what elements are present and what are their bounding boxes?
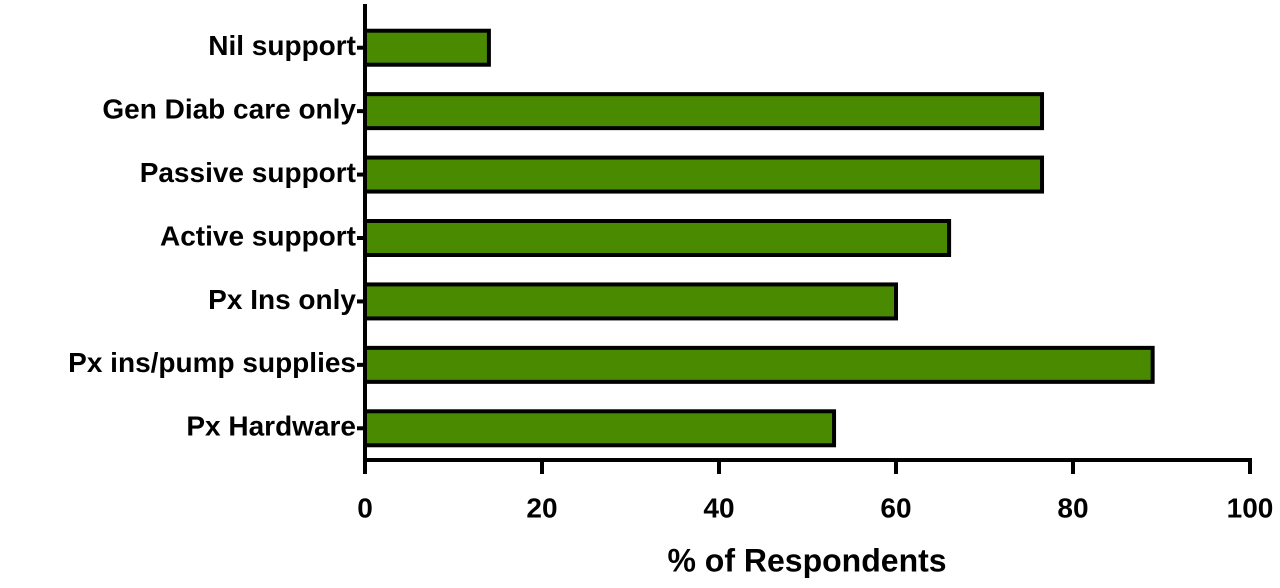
y-tick-label: Gen Diab care only (102, 94, 356, 125)
bar (363, 92, 1045, 131)
x-axis-title: % of Respondents (667, 542, 946, 578)
x-tick-label: 60 (880, 492, 911, 523)
y-tick-label: Passive support (140, 157, 356, 188)
bar (363, 219, 952, 257)
bar (363, 28, 491, 67)
y-tick-label: Active support (160, 220, 356, 251)
x-tick-label: 100 (1227, 492, 1274, 523)
x-tick-label: 20 (526, 492, 557, 523)
y-tick-label: Px ins/pump supplies (68, 347, 356, 378)
y-tick-label: Nil support (208, 30, 356, 61)
bar (363, 345, 1155, 384)
x-tick-label: 80 (1057, 492, 1088, 523)
y-tick-label: Px Ins only (208, 284, 356, 315)
x-tick-label: 0 (357, 492, 373, 523)
bar (363, 409, 837, 448)
x-tick-label: 40 (703, 492, 734, 523)
y-tick-label: Px Hardware (186, 411, 356, 442)
bar (363, 282, 898, 321)
bar (363, 155, 1045, 194)
